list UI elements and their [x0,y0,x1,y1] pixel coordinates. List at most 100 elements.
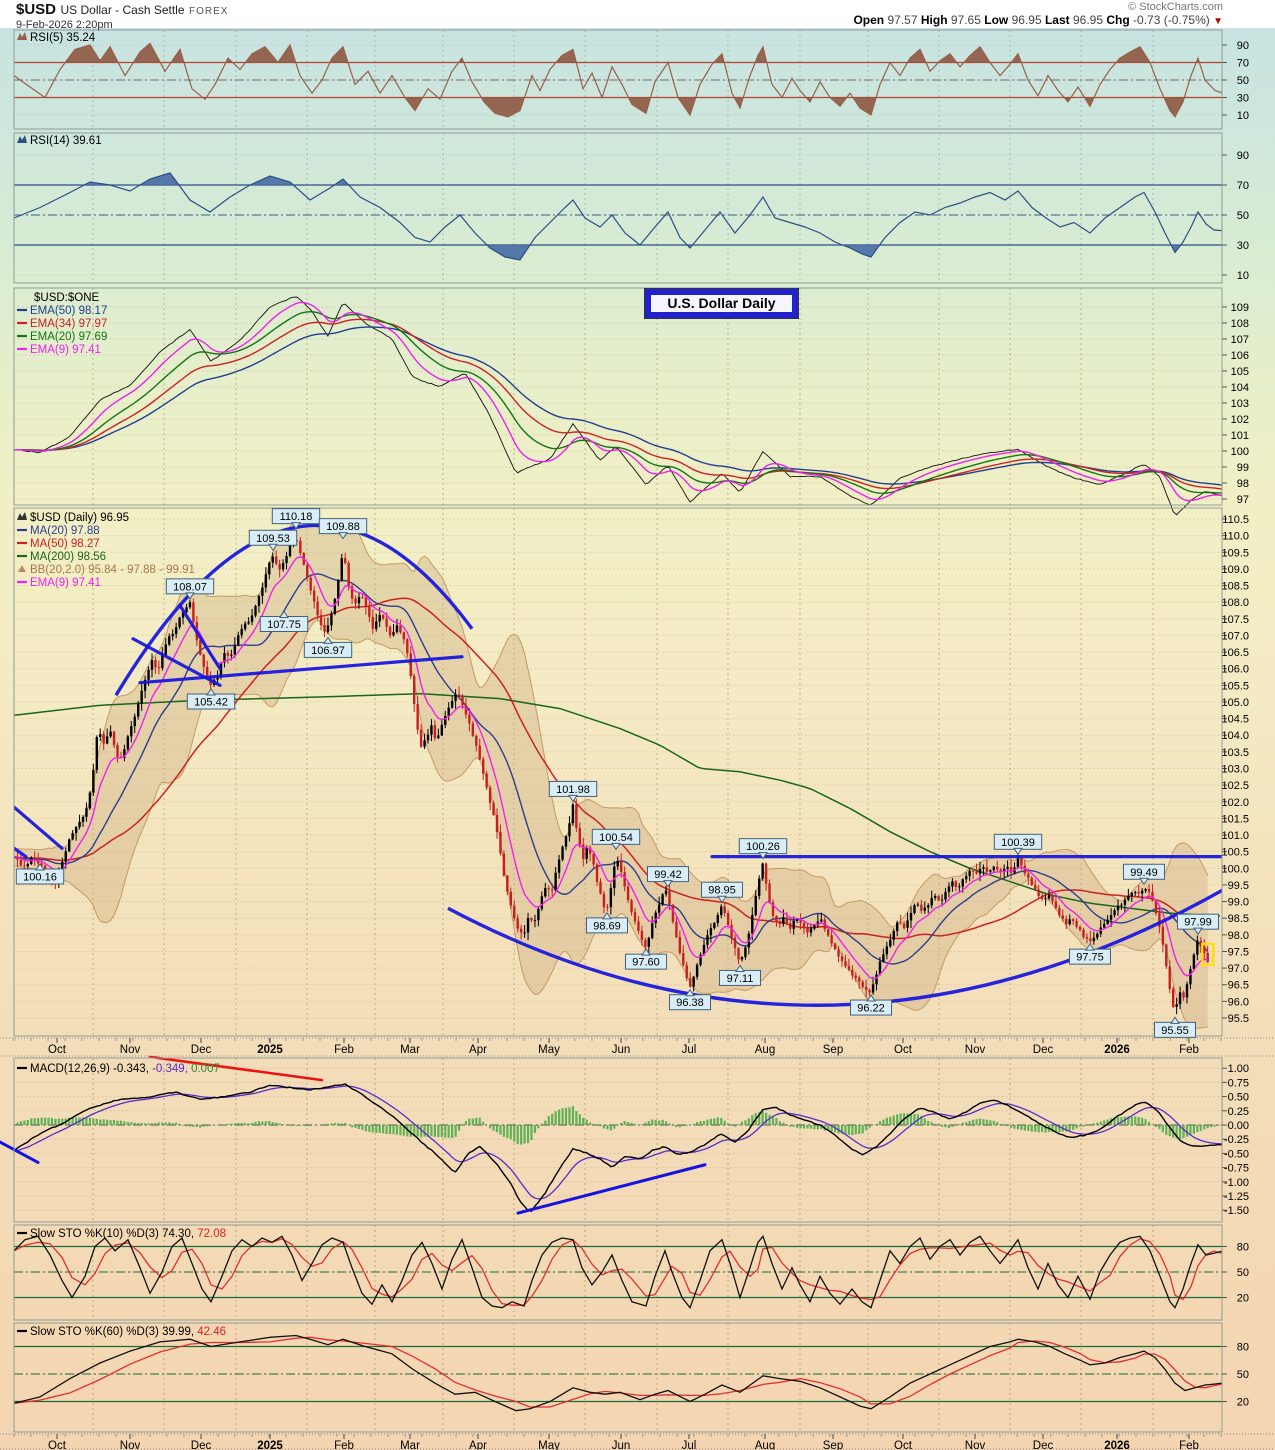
panel-frame [13,1322,1223,1433]
svg-text:101.5: 101.5 [1221,813,1249,825]
svg-text:104.0: 104.0 [1221,730,1249,742]
sto10-d-line [13,1238,1223,1306]
svg-text:May: May [538,1044,560,1056]
svg-text:Oct: Oct [894,1440,913,1450]
svg-text:109.88: 109.88 [326,521,360,533]
annotation-96.38: 96.38 [669,988,711,1011]
legend-label: EMA(50) 98.17 [30,305,107,317]
svg-text:105.42: 105.42 [194,696,228,708]
panel-frame [13,507,1223,1037]
svg-text:Sep: Sep [823,1440,843,1450]
svg-text:Aug: Aug [755,1044,775,1056]
annotation-98.95: 98.95 [701,881,743,904]
svg-text:Apr: Apr [469,1440,487,1450]
svg-text:Apr: Apr [469,1044,487,1056]
oscillator-fill [14,245,1222,260]
high-value: 97.65 [950,13,981,27]
svg-text:103.0: 103.0 [1221,764,1249,776]
svg-text:Nov: Nov [120,1044,141,1056]
svg-text:50: 50 [1237,1267,1249,1279]
annotation-99.49: 99.49 [1123,863,1165,886]
svg-text:Jul: Jul [682,1044,697,1056]
svg-text:101: 101 [1231,430,1249,442]
low-value: 96.95 [1011,13,1042,27]
bb-upper-line [14,516,1209,928]
svg-text:103.5: 103.5 [1221,747,1249,759]
svg-text:50: 50 [1237,210,1249,222]
svg-text:96.0: 96.0 [1228,996,1249,1008]
annotation-109.53: 109.53 [248,529,298,552]
svg-text:108: 108 [1231,318,1249,330]
svg-text:50: 50 [1237,75,1249,87]
svg-text:108.0: 108.0 [1221,597,1249,609]
ratio-ema50-line [14,326,1222,486]
open-value: 97.57 [887,13,918,27]
macd-trendline-0 [148,1055,324,1082]
svg-text:98.0: 98.0 [1228,930,1249,942]
svg-text:109.53: 109.53 [256,533,290,545]
overlay-title-box: U.S. Dollar Daily [644,288,799,319]
svg-text:Aug: Aug [755,1440,775,1450]
panel-sto60: 80 50 20 Slow STO %K(60) %D(3) 39.99, 42.46 [13,1322,1249,1433]
annotation-109.88: 109.88 [318,518,368,540]
svg-text:101.0: 101.0 [1221,830,1249,842]
svg-text:Feb: Feb [334,1044,354,1056]
svg-text:107.75: 107.75 [267,619,301,631]
annotation-96.22: 96.22 [850,994,892,1016]
svg-text:0.75: 0.75 [1228,1077,1249,1089]
svg-text:97.11: 97.11 [727,973,754,985]
svg-text:30: 30 [1237,240,1249,252]
indicator-icon [17,512,27,520]
chg-value: -0.73 (-0.75%) [1133,13,1210,27]
rsi5-line [13,42,1223,118]
annotation-100.26: 100.26 [738,838,788,860]
svg-text:99.0: 99.0 [1228,897,1249,909]
svg-text:Mar: Mar [400,1044,420,1056]
ma20-line [14,573,1209,965]
high-label: High [920,13,948,27]
svg-text:97.75: 97.75 [1076,952,1104,964]
svg-text:95.5: 95.5 [1228,1013,1249,1025]
oscillator-fill [14,43,1222,63]
legend-label: Slow STO %K(10) %D(3) 74.30, 72.08 [30,1228,226,1240]
symbol-name: US Dollar - Cash Settle [60,3,185,17]
svg-text:2025: 2025 [257,1440,283,1450]
svg-text:100.0: 100.0 [1221,863,1249,875]
svg-text:106.97: 106.97 [311,645,345,657]
svg-text:96.5: 96.5 [1228,980,1249,992]
ratio-line [13,296,1222,516]
sto60-k-line [13,1334,1223,1412]
svg-text:109.5: 109.5 [1221,547,1249,559]
last-value: 96.95 [1073,13,1104,27]
annotation-110.18: 110.18 [271,508,321,530]
svg-text:Dec: Dec [191,1044,212,1056]
x-axis-middle: Oct Nov Dec 2025 Feb Mar Apr May Jun Jul Aug Sep Oct… [0,1037,1275,1057]
last-candle-highlight [1201,942,1215,966]
svg-text:101.98: 101.98 [556,784,590,796]
trendline-4 [138,655,464,685]
svg-text:97.5: 97.5 [1228,946,1249,958]
panel-frame [13,287,1223,506]
annotation-108.07: 108.07 [165,578,215,600]
svg-text:20: 20 [1237,1293,1249,1305]
legend-label: RSI(14) 39.61 [30,135,102,147]
svg-text:96.38: 96.38 [676,997,704,1009]
macd-line [13,1083,1222,1212]
svg-text:1.00: 1.00 [1228,1063,1249,1075]
svg-text:Jul: Jul [682,1440,697,1450]
svg-text:70: 70 [1237,58,1249,70]
svg-text:100.39: 100.39 [1001,837,1035,849]
annotation-97.60: 97.60 [625,948,667,970]
down-triangle-icon: ▼ [1213,16,1223,27]
legend-label: EMA(9) 97.41 [30,344,101,356]
svg-text:99.49: 99.49 [1130,867,1158,879]
svg-text:97.0: 97.0 [1228,963,1249,975]
svg-text:106.0: 106.0 [1221,664,1249,676]
svg-text:-0.75: -0.75 [1224,1163,1249,1175]
price-annotations: 100.16 108.07 105.42 109.53 110.18 107.75 106.… [15,508,1219,1038]
svg-text:May: May [538,1440,560,1450]
svg-text:50: 50 [1237,1369,1249,1381]
oscillator-fill [14,173,1222,185]
svg-text:80: 80 [1237,1341,1249,1353]
svg-text:104: 104 [1231,382,1249,394]
